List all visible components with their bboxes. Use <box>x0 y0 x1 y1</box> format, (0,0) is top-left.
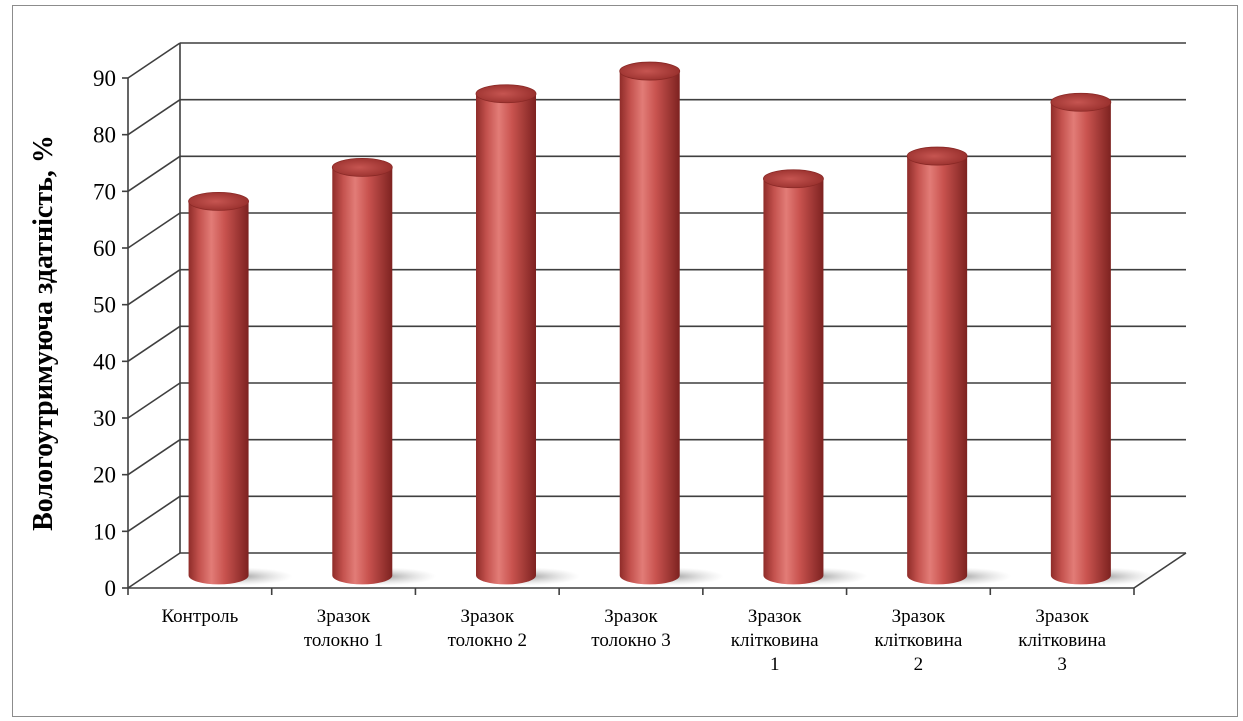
y-tick-label: 50 <box>93 293 116 318</box>
grid-diagonal-40 <box>127 325 181 362</box>
axes <box>122 43 1187 595</box>
x-category-line: Зразок <box>460 606 514 627</box>
bar-cap <box>475 84 537 104</box>
bar-cap <box>906 146 968 166</box>
y-tick-label: 20 <box>93 463 116 488</box>
x-category-line: клітковина <box>1018 630 1106 651</box>
x-category-line: Зразок <box>748 606 802 627</box>
grid-diagonal-0 <box>127 552 181 589</box>
y-tick-label: 60 <box>93 236 116 261</box>
grid-diagonal-70 <box>127 155 181 192</box>
y-tick-label: 40 <box>93 349 116 374</box>
x-category-line: клітковина <box>731 630 819 651</box>
grid-diagonal-50 <box>127 269 181 306</box>
bar-cap <box>188 191 249 211</box>
x-category-line: Зразок <box>317 606 371 627</box>
bar-cylinder <box>907 156 968 585</box>
y-tick-label: 10 <box>93 519 116 544</box>
bar-cylinder <box>332 167 393 585</box>
x-category-line: 3 <box>1057 654 1067 675</box>
x-category-line: клітковина <box>875 630 963 651</box>
x-category-line: толокно 3 <box>591 630 670 651</box>
x-category-line: толокно 2 <box>448 630 527 651</box>
bar-cap <box>1050 92 1112 112</box>
x-category-line: Зразок <box>604 606 658 627</box>
x-category-label: Зразок клітковина 1 <box>731 606 819 675</box>
bar-cap <box>619 61 681 81</box>
x-category-line: Зразок <box>892 606 946 627</box>
bar-cap <box>331 157 393 177</box>
y-tick-label: 70 <box>93 179 116 204</box>
grid-diagonal-30 <box>127 382 181 419</box>
x-category-label: Контроль <box>161 606 238 627</box>
grid-diagonal-90 <box>127 42 181 79</box>
y-tick-label: 90 <box>93 66 116 91</box>
x-category-label: Зразок толокно 2 <box>448 606 527 651</box>
bar-cylinder <box>188 201 249 585</box>
bar-cylinder <box>619 71 680 585</box>
bars <box>188 61 1155 586</box>
y-axis-title: Вологоутримуюча здатність, % <box>28 135 59 531</box>
x-category-label: Зразок клітковина 2 <box>875 606 963 675</box>
grid-diagonal-10 <box>127 495 181 532</box>
x-category-label: Зразок толокно 1 <box>304 606 383 651</box>
x-category-line: 2 <box>914 654 924 675</box>
grid-diagonal-80 <box>127 99 181 136</box>
bar-cylinder <box>1050 102 1111 585</box>
grid-diagonal-20 <box>127 439 181 476</box>
x-category-label: Зразок толокно 3 <box>591 606 670 651</box>
y-tick-label: 30 <box>93 406 116 431</box>
bar-cylinder <box>763 178 824 585</box>
y-tick-label: 80 <box>93 123 116 148</box>
x-category-line: Контроль <box>161 606 238 627</box>
bar-cylinder <box>476 93 537 585</box>
bar-cap <box>763 169 824 189</box>
x-category-line: Зразок <box>1035 606 1089 627</box>
x-category-line: толокно 1 <box>304 630 383 651</box>
y-tick-label: 0 <box>105 576 117 601</box>
labels: 0 10 20 30 40 50 60 70 80 90 Вологоутримуюча здатн… <box>28 66 1107 675</box>
grid-diagonal-60 <box>127 212 181 249</box>
x-category-label: Зразок клітковина 3 <box>1018 606 1106 675</box>
x-category-line: 1 <box>770 654 780 675</box>
